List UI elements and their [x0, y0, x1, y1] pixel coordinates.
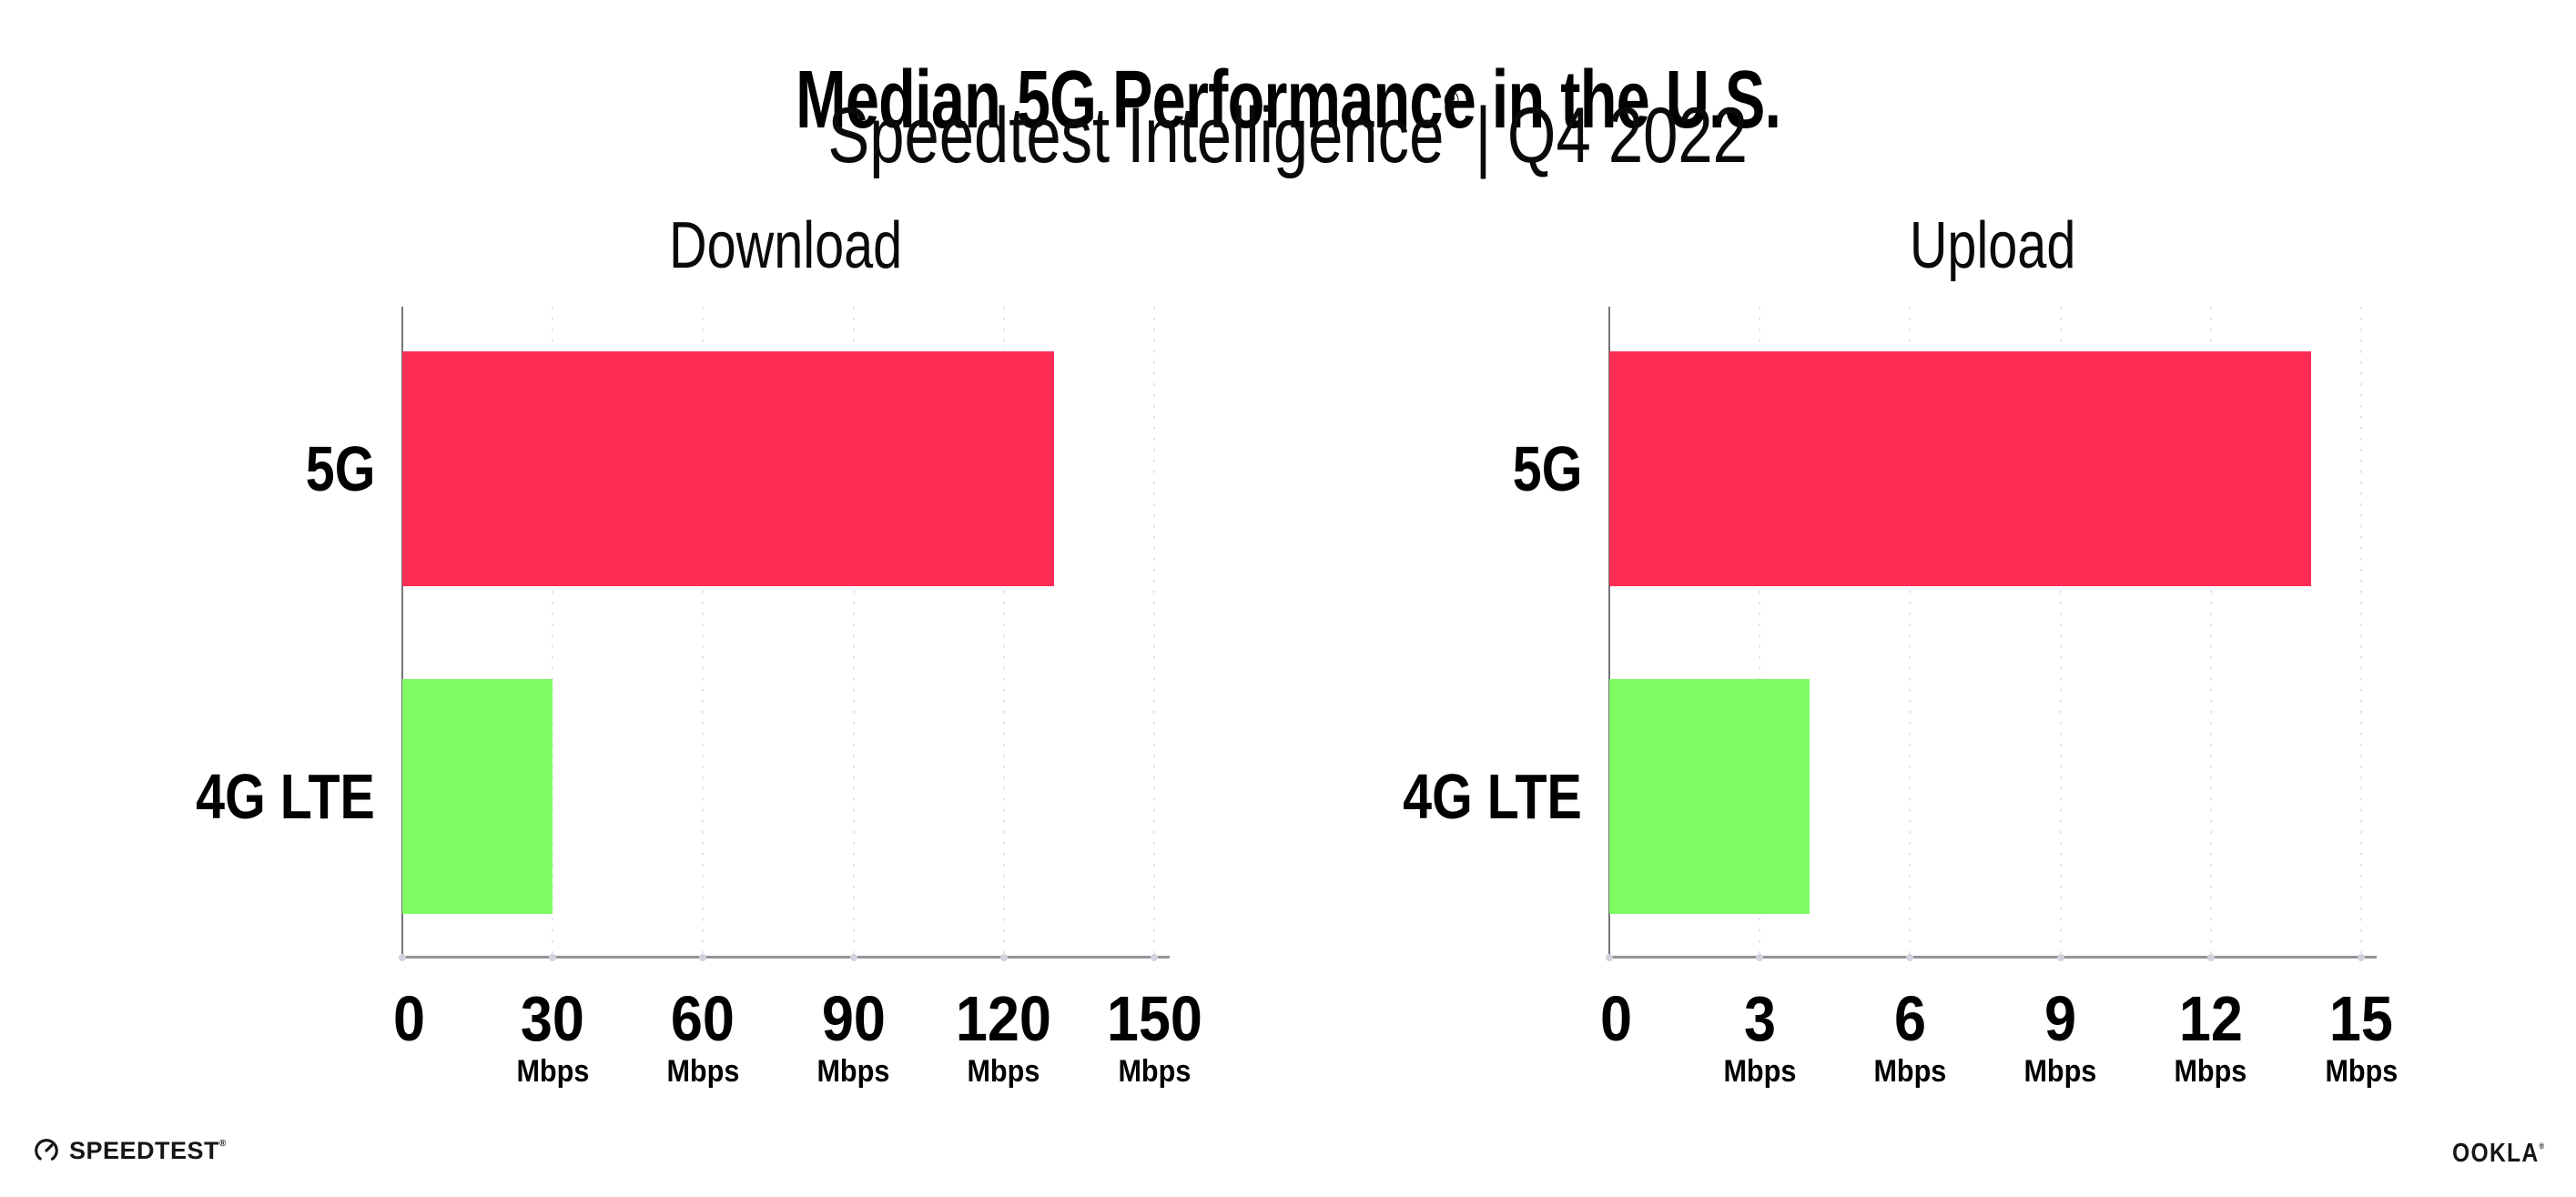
ookla-wordmark: OOKLA®: [2451, 1139, 2545, 1168]
axis-tick-dot: [1756, 954, 1764, 961]
axis-tick-dot: [849, 954, 857, 961]
subtitle-brand: Speedtest Intelligence: [827, 92, 1445, 179]
x-tick: 0: [1516, 987, 1716, 1050]
ookla-registered-mark: ®: [2539, 1141, 2545, 1151]
x-tick-unit: Mbps: [816, 1054, 890, 1089]
axis-tick-dot: [399, 954, 406, 961]
gridline: [1759, 307, 1761, 959]
gridline: [852, 307, 855, 959]
axis-tick-dot: [699, 954, 707, 961]
x-tick-label: 12: [2178, 983, 2243, 1054]
x-axis: [401, 956, 1170, 959]
x-tick: 30 Mbps: [452, 987, 653, 1087]
x-tick: 120 Mbps: [904, 987, 1104, 1087]
x-tick: 60 Mbps: [603, 987, 803, 1087]
gridline: [1909, 307, 1912, 959]
x-tick-unit: Mbps: [2023, 1054, 2097, 1089]
axis-tick-dot: [1606, 954, 1613, 961]
page-title-text: Median 5G Performance in the U.S.: [795, 55, 1781, 147]
page-subtitle: Speedtest Intelligence® | Q4 2022: [0, 86, 2576, 176]
x-tick-label: 0: [392, 983, 425, 1054]
axis-tick-dot: [2358, 954, 2365, 961]
x-tick-label: 60: [671, 983, 735, 1054]
speedtest-logo: SPEEDTEST®: [33, 1137, 227, 1164]
category-label: 4G LTE: [196, 761, 375, 832]
subtitle-period: Q4 2022: [1507, 92, 1749, 179]
x-tick-unit: Mbps: [967, 1054, 1040, 1089]
bar-4g-lte: [402, 679, 553, 914]
speedtest-wordmark: SPEEDTEST®: [69, 1136, 227, 1164]
gridline: [2059, 307, 2062, 959]
gridline: [552, 307, 554, 959]
x-tick-label: 120: [956, 983, 1052, 1054]
x-tick: 90 Mbps: [754, 987, 954, 1087]
axis-tick-dot: [549, 954, 557, 961]
y-axis: [401, 307, 403, 959]
x-tick: 0: [309, 987, 509, 1050]
x-tick-label: 30: [521, 983, 585, 1054]
x-tick: 12 Mbps: [2111, 987, 2311, 1087]
chart-title: Upload: [1909, 209, 2076, 282]
x-tick: 6 Mbps: [1810, 987, 2010, 1087]
speedtest-gauge-icon: [35, 1139, 58, 1162]
category-label: 5G: [305, 433, 375, 504]
x-tick: 150 Mbps: [1054, 987, 1254, 1087]
gridline: [1153, 307, 1155, 959]
x-tick-unit: Mbps: [1723, 1054, 1797, 1089]
x-tick-label: 0: [1599, 983, 1632, 1054]
x-tick-unit: Mbps: [1873, 1054, 1947, 1089]
x-tick-unit: Mbps: [666, 1054, 740, 1089]
x-axis: [1608, 956, 2377, 959]
bar-4g-lte: [1609, 679, 1810, 914]
x-tick-unit: Mbps: [2174, 1054, 2247, 1089]
subtitle-separator: |: [1475, 92, 1492, 179]
axis-tick-dot: [999, 954, 1008, 961]
x-tick: 9 Mbps: [1961, 987, 2161, 1087]
gridline: [1002, 307, 1005, 959]
x-tick-label: 15: [2328, 983, 2394, 1054]
axis-tick-dot: [2206, 954, 2215, 961]
x-tick: 3 Mbps: [1659, 987, 1860, 1087]
x-tick-unit: Mbps: [2325, 1054, 2398, 1089]
category-label: 5G: [1512, 433, 1582, 504]
gridline: [2360, 307, 2362, 959]
category-label: 4G LTE: [1403, 761, 1582, 832]
x-tick-label: 9: [2044, 983, 2077, 1054]
axis-tick-dot: [1151, 954, 1158, 961]
x-tick-label: 150: [1106, 983, 1202, 1054]
y-axis: [1608, 307, 1610, 959]
bar-5g: [1609, 351, 2311, 586]
x-tick-label: 3: [1743, 983, 1776, 1054]
chart-title: Download: [668, 209, 903, 282]
speedtest-registered-mark: ®: [219, 1138, 227, 1149]
axis-tick-dot: [2056, 954, 2064, 961]
bar-5g: [402, 351, 1054, 586]
registered-mark: ®: [1444, 86, 1460, 115]
x-tick-label: 6: [1893, 983, 1926, 1054]
plot-area: 5G 4G LTE 0 3 Mbps 6 Mbps 9 Mbps 12 Mbps 15 Mbps: [1403, 307, 2398, 1087]
gridline: [702, 307, 705, 959]
x-tick-unit: Mbps: [516, 1054, 590, 1089]
axis-tick-dot: [1906, 954, 1914, 961]
x-tick: 15 Mbps: [2261, 987, 2461, 1087]
download-chart: Download 5G 4G LTE 0 30 Mbps 60 Mbps 90 Mbps 120 M…: [196, 209, 1202, 1174]
plot-area: 5G 4G LTE 0 30 Mbps 60 Mbps 90 Mbps 120 Mbps 150 Mbp…: [196, 307, 1202, 1087]
x-tick-unit: Mbps: [1118, 1054, 1191, 1089]
page-title: Median 5G Performance in the U.S.: [0, 59, 2576, 141]
upload-chart: Upload 5G 4G LTE 0 3 Mbps 6 Mbps 9 Mbps 12 Mbps 15 M…: [1403, 209, 2398, 1174]
x-tick-label: 90: [821, 983, 886, 1054]
gridline: [2209, 307, 2212, 959]
